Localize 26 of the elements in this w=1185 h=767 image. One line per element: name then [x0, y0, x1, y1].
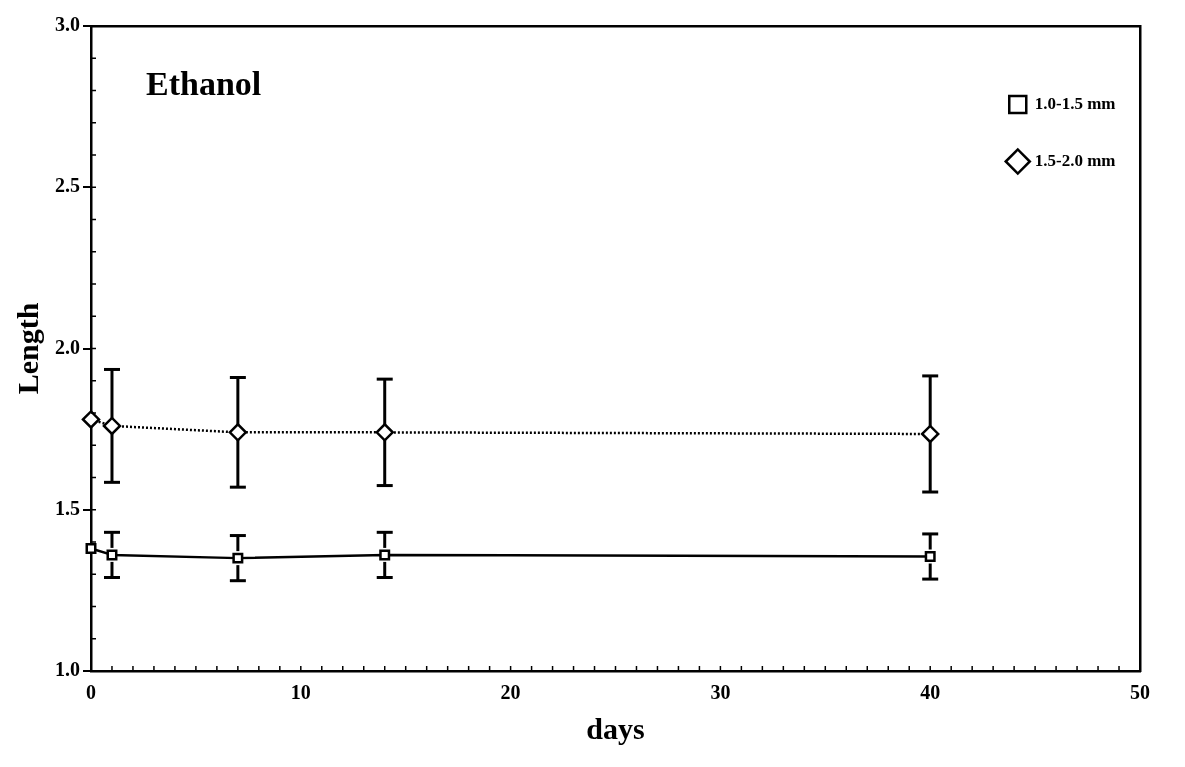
x-tick-label: 20: [500, 681, 521, 704]
point: [379, 549, 391, 561]
x-tick-label: 10: [290, 681, 311, 704]
point: [102, 416, 122, 436]
legend-label: 1.5-2.0 mm: [1034, 150, 1116, 170]
y-tick-label: 1.5: [55, 496, 80, 519]
x-tick-label: 40: [920, 681, 941, 704]
point: [375, 423, 394, 442]
point: [106, 549, 118, 561]
point: [920, 424, 940, 444]
text: Ethanol: [146, 64, 262, 102]
x-axis-title: days: [586, 711, 645, 745]
point: [81, 410, 101, 429]
y-axis-title: Length: [10, 302, 44, 395]
point: [924, 551, 936, 563]
point: [85, 542, 97, 554]
legend-label: 1.0-1.5 mm: [1034, 93, 1116, 113]
y-tick-label: 2.5: [55, 174, 80, 197]
x-tick-label: 30: [710, 681, 731, 704]
point: [228, 423, 248, 442]
y-tick-label: 1.0: [55, 658, 80, 681]
y-tick-label: 2.0: [55, 335, 80, 358]
point: [232, 552, 244, 564]
y-tick-label: 3.0: [55, 13, 80, 36]
x-tick-label: 0: [86, 681, 96, 704]
x-tick-label: 50: [1130, 681, 1150, 704]
